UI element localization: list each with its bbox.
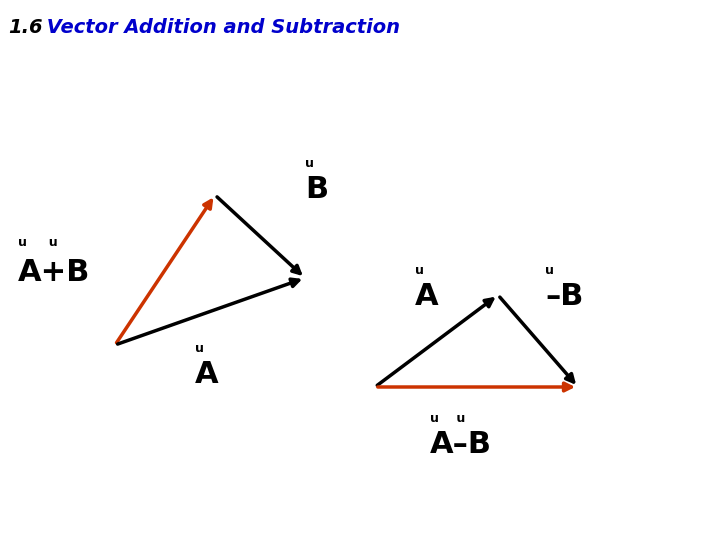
Text: u     u: u u [18, 236, 58, 249]
Text: A+B: A+B [18, 258, 91, 287]
Text: u: u [415, 264, 424, 277]
Text: Vector Addition and Subtraction: Vector Addition and Subtraction [40, 18, 400, 37]
Text: A: A [195, 360, 219, 389]
Text: A–B: A–B [430, 430, 492, 459]
Text: A: A [415, 282, 438, 311]
Text: u: u [195, 342, 204, 355]
Text: B: B [305, 175, 328, 204]
Text: u: u [305, 157, 314, 170]
Text: –B: –B [545, 282, 583, 311]
Text: 1.6: 1.6 [8, 18, 42, 37]
Text: u: u [545, 264, 554, 277]
Text: u    u: u u [430, 412, 465, 425]
